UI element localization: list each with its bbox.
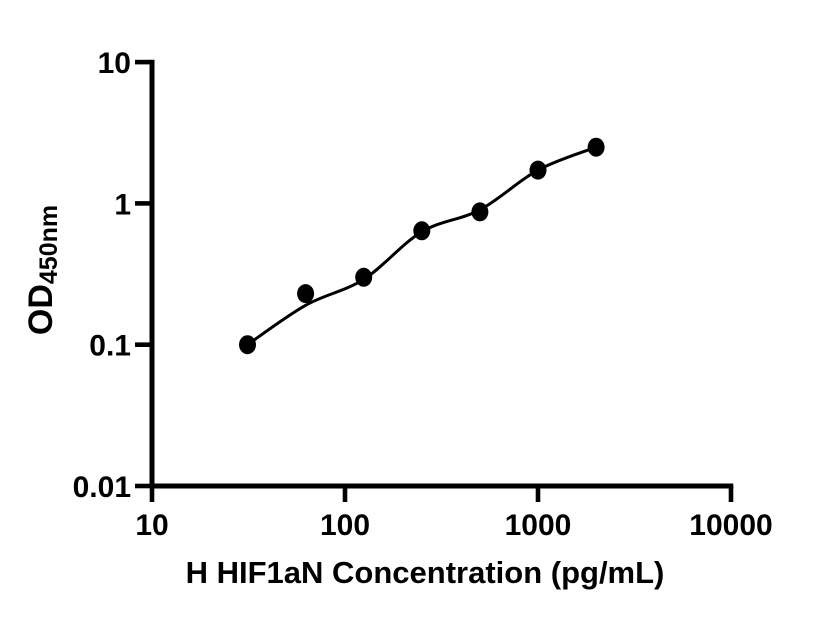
y-axis-title: OD450nm [22,205,63,336]
x-tick-label: 10 [135,509,168,542]
data-points [239,137,605,355]
data-point [587,137,605,157]
x-axis-title: H HIF1aN Concentration (pg/mL) [185,555,665,590]
y-tick-label: 0.1 [89,330,131,363]
x-tick-label: 100 [320,509,370,542]
y-tick-label: 1 [114,188,131,221]
x-tick-label: 10000 [689,509,772,542]
y-axis-title-main: OD [22,284,60,336]
y-axis-title-subscript: 450nm [35,204,63,285]
data-point [471,202,489,222]
data-point [355,267,373,287]
data-point [413,221,431,241]
y-tick-label: 0.01 [73,471,131,504]
data-point [297,284,315,304]
y-tick-label: 10 [98,47,131,80]
data-point [239,335,256,355]
data-point [529,160,547,180]
x-tick-label: 1000 [505,509,572,542]
